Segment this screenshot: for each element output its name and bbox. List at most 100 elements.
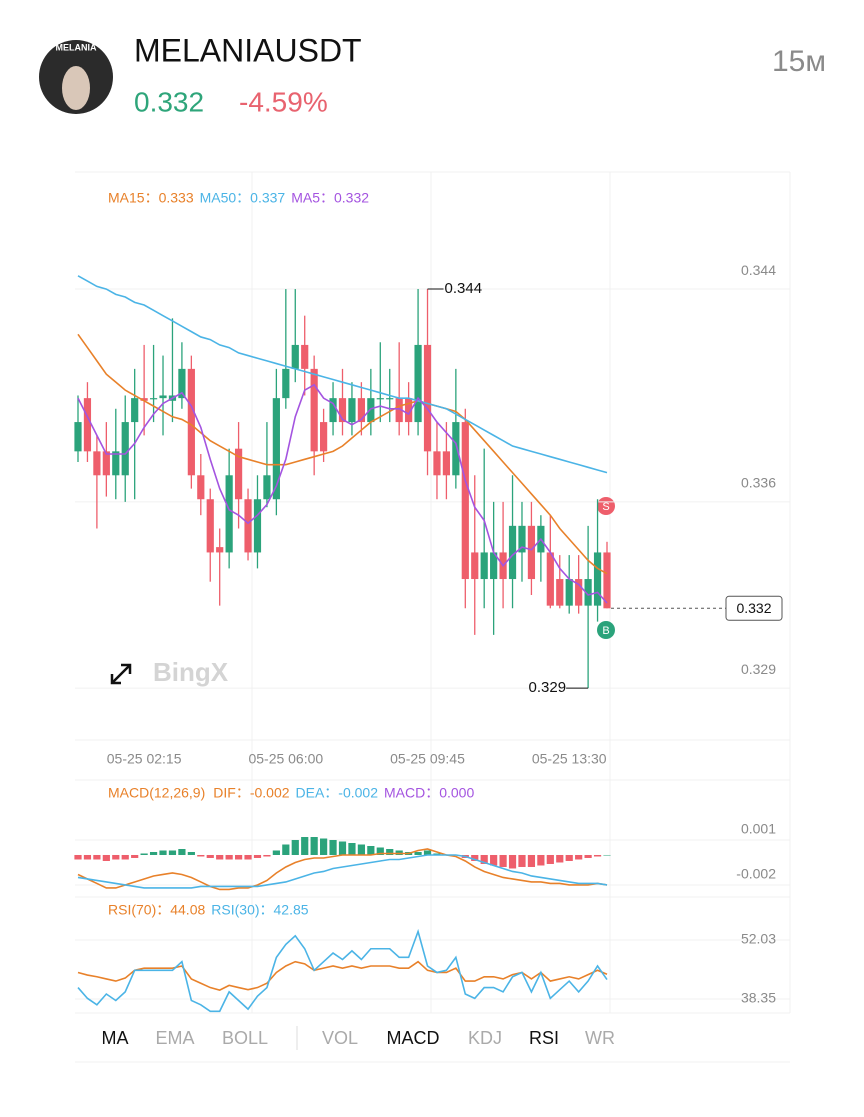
indicator-tab[interactable]: WR — [585, 1028, 615, 1048]
macd-bar — [603, 854, 611, 856]
candle-body — [329, 398, 337, 423]
candle-body — [433, 451, 441, 476]
candle-body — [140, 398, 148, 401]
macd-bar — [593, 854, 602, 857]
candle-body — [187, 368, 195, 476]
macd-bar — [178, 848, 186, 855]
macd-bar — [565, 854, 573, 861]
legend-entry: MACD：0.000 — [384, 785, 474, 801]
macd-bar — [537, 854, 545, 866]
indicator-title: MACD(12,26,9) — [108, 785, 205, 801]
candle-body — [131, 398, 139, 423]
candle-body — [74, 422, 82, 452]
macd-bar — [471, 854, 479, 861]
macd-bar — [556, 854, 564, 863]
macd-bar — [74, 854, 82, 860]
macd-bar — [584, 854, 592, 858]
legend-entry: MA15：0.333 — [108, 190, 194, 206]
macd-bar — [263, 854, 271, 857]
macd-bar — [93, 854, 101, 860]
macd-bar — [206, 854, 214, 858]
rsi-line — [77, 928, 608, 1013]
indicator-tab[interactable]: KDJ — [468, 1028, 502, 1048]
candle-body — [546, 552, 554, 606]
macd-bar — [149, 851, 158, 855]
candle-body — [102, 451, 110, 476]
candle-body — [282, 368, 290, 399]
candle-body — [518, 525, 526, 553]
macd-bar — [338, 841, 347, 855]
symbol: MELANIAUSDT — [134, 32, 362, 68]
macd-bar — [83, 854, 92, 860]
y-tick-label: -0.002 — [736, 866, 776, 882]
candle-body — [442, 451, 451, 476]
avatar-figure — [62, 66, 90, 110]
candle-body — [471, 552, 479, 580]
candle-body — [367, 398, 375, 423]
candle-body — [376, 398, 384, 400]
price-change: -4.59% — [239, 86, 328, 117]
candle-body — [301, 344, 309, 369]
sell-marker-label: S — [602, 501, 609, 513]
candle-body — [206, 499, 214, 553]
interval[interactable]: 15м — [772, 45, 826, 78]
candle-body — [216, 547, 224, 553]
indicator-tab[interactable]: VOL — [322, 1028, 358, 1048]
macd-bar — [527, 854, 536, 867]
macd-bar — [225, 854, 233, 860]
candle-body — [244, 499, 252, 553]
candle-body — [386, 398, 394, 400]
macd-bar — [187, 851, 195, 855]
candle-body — [461, 422, 469, 580]
candle-body — [527, 525, 536, 580]
candle-body — [234, 448, 243, 500]
indicator-tab[interactable]: BOLL — [222, 1028, 268, 1048]
macd-bar — [168, 850, 177, 855]
macd-bar — [329, 840, 337, 855]
candle-body — [320, 422, 328, 452]
candle-body — [348, 398, 356, 423]
macd-bar — [499, 854, 507, 867]
macd-bar — [253, 854, 262, 858]
candle-body — [395, 398, 403, 423]
macd-line — [77, 848, 608, 891]
macd-bar — [575, 854, 583, 860]
legend-entry: MA50：0.337 — [200, 190, 286, 206]
macd-bar — [140, 853, 148, 855]
last-price-box — [725, 595, 783, 621]
candle-body — [556, 579, 564, 606]
legend-entry: RSI(70)：44.08 — [108, 902, 205, 918]
candle-body — [197, 475, 205, 500]
indicator-tab[interactable]: EMA — [155, 1028, 194, 1048]
y-tick-label: 52.03 — [741, 931, 776, 947]
indicator-tab[interactable]: MA — [102, 1028, 129, 1048]
ma-line — [77, 383, 608, 604]
macd-bar — [423, 850, 432, 855]
macd-bar — [282, 844, 290, 855]
macd-bar — [518, 854, 526, 867]
last-price-label: 0.332 — [736, 600, 771, 616]
macd-bar — [357, 844, 365, 855]
candle-body — [121, 422, 129, 476]
macd-bar — [244, 854, 252, 860]
watermark: BingX — [153, 657, 229, 687]
candle-body — [310, 368, 318, 452]
candle-body — [490, 552, 498, 580]
price: 0.332 — [134, 86, 204, 117]
macd-bar — [112, 854, 120, 860]
candle-body — [291, 344, 299, 369]
candle-body — [159, 395, 167, 399]
legend-entry: MA5：0.332 — [291, 190, 369, 206]
candle-body — [565, 579, 573, 606]
expand-icon[interactable] — [110, 663, 132, 685]
macd-bar — [480, 854, 488, 864]
macd-bar — [131, 854, 139, 858]
legend-entry: RSI(30)：42.85 — [211, 902, 308, 918]
macd-bar — [234, 854, 243, 860]
macd-bar — [159, 850, 167, 855]
indicator-tab[interactable]: RSI — [529, 1028, 559, 1048]
buy-marker-label: B — [602, 625, 609, 637]
indicator-tab[interactable]: MACD — [387, 1028, 440, 1048]
